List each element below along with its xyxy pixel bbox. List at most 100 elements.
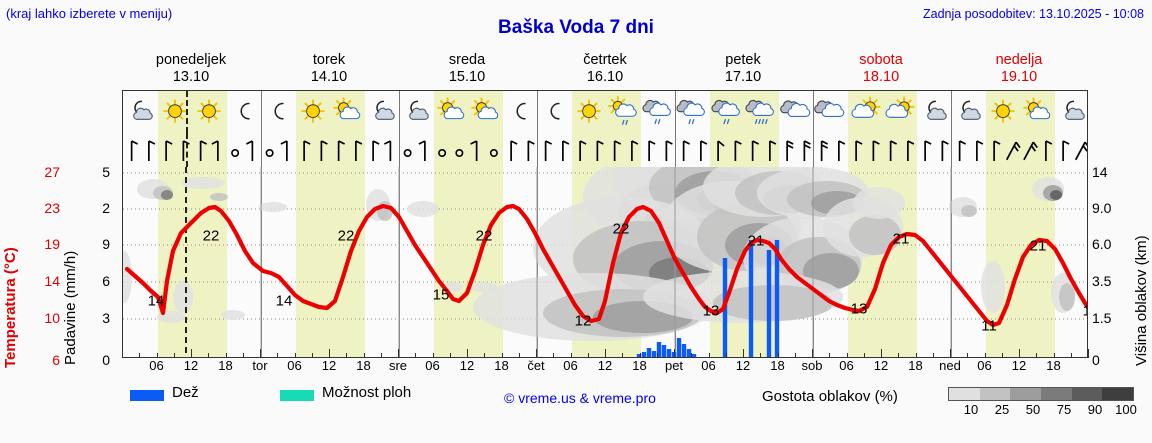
day-name: sobota: [859, 52, 903, 68]
x-label-24: 06: [977, 358, 992, 373]
cloud-shade-2: [1010, 388, 1042, 400]
precip-bar-13: [748, 240, 754, 357]
x-tick-27: [587, 353, 589, 358]
x-tick-34: [708, 353, 710, 358]
weather-icon-row: [123, 91, 1087, 133]
weather-icon-cloud-20: [813, 93, 847, 131]
day-header-6: nedelja 19.10: [950, 52, 1088, 88]
cloud-density-scale: [948, 387, 1134, 401]
daylight-band-6: [985, 133, 1055, 167]
wind-barb-row: [123, 133, 1087, 167]
day-separator-5: [813, 133, 814, 167]
weather-icon-sun-cloud-6: [330, 93, 364, 131]
weather-icon-moon-cloud-0: [123, 93, 157, 131]
weather-icon-cloud-rain-17: [710, 93, 744, 131]
x-tick-3: [173, 353, 175, 358]
weather-icon-moon-cloud-8: [399, 93, 433, 131]
temp-tick-1: 23: [44, 200, 60, 216]
day-name: torek: [312, 52, 346, 68]
daylight-band-2: [433, 167, 503, 357]
precip-bar-3: [651, 351, 657, 357]
precip-bar-0: [636, 354, 642, 357]
temp-tick-0: 27: [44, 164, 60, 180]
daylight-band-5: [847, 133, 917, 167]
precip-bar-6: [666, 349, 672, 357]
cloud-height-axis-ticks: 14 9.0 6.0 3.5 1.5 0: [1092, 0, 1130, 443]
weather-icon-cloud-sun-21: [848, 93, 882, 131]
weather-icon-cloud-sun-22: [882, 93, 916, 131]
weather-icon-moon-12: [537, 93, 571, 131]
precip-bar-9: [681, 344, 687, 357]
temp-extreme-label-1: 22: [202, 227, 220, 245]
forecast-plot[interactable]: 14 22 14 22 15 22 12 22 13 21 13 21 11 21 14: [122, 90, 1088, 358]
x-tick-26: [570, 353, 572, 358]
x-tick-56: [1088, 349, 1089, 358]
current-time-marker-0: [186, 91, 188, 133]
temp-extreme-label-2: 14: [275, 292, 293, 310]
day-separator-5: [813, 91, 814, 133]
x-tick-2: [156, 353, 158, 358]
day-separator-4: [675, 91, 676, 133]
day-header-1: torek 14.10: [260, 52, 398, 88]
location-menu-note[interactable]: (kraj lahko izberete v meniju): [6, 6, 173, 21]
day-name: petek: [725, 52, 761, 68]
day-header-3: četrtek 16.10: [536, 52, 674, 88]
x-tick-29: [622, 353, 624, 358]
precipitation-axis-ticks: 5 2 9 6 3 0: [84, 0, 110, 443]
temp-extreme-label-3: 22: [337, 227, 355, 245]
x-label-3: tor: [252, 358, 268, 373]
weather-icon-sun-cloud-26: [1020, 93, 1054, 131]
x-label-13: 12: [597, 358, 613, 373]
weather-icon-moon-cloud-7: [365, 93, 399, 131]
weather-icon-sun-2: [192, 93, 226, 131]
day-name: ponedeljek: [155, 52, 227, 68]
weather-icon-moon-cloud-27: [1055, 93, 1087, 131]
cloud-scale-tick-1: 25: [994, 402, 1010, 417]
x-axis-labels: 06 12 18 tor 06 12 18 sre 06 12 18 čet 06 12 18 pet 06 12…: [122, 358, 1088, 376]
copyright-link[interactable]: © vreme.us & vreme.pro: [504, 390, 656, 406]
weather-icon-moon-11: [503, 93, 537, 131]
precip-bar-10: [686, 349, 692, 357]
weather-icon-sun-1: [158, 93, 192, 131]
x-tick-38: [777, 353, 779, 358]
x-label-22: 18: [908, 358, 923, 373]
x-tick-37: [760, 353, 762, 358]
precip-bar-2: [646, 348, 652, 357]
temp-tick-5: 6: [52, 352, 60, 368]
precip-bar-15: [774, 240, 780, 357]
x-tick-28: [605, 349, 606, 358]
precip-bar-4: [656, 342, 662, 357]
x-tick-15: [380, 353, 382, 358]
x-label-0: 06: [149, 358, 164, 373]
x-tick-41: [829, 353, 831, 358]
x-label-1: 12: [183, 358, 199, 373]
cloud-tick-0: 14: [1092, 164, 1108, 180]
precip-bar-1: [641, 352, 647, 357]
x-tick-20: [467, 349, 468, 358]
chart-plot-area: 14 22 14 22 15 22 12 22 13 21 13 21 11 21 14: [123, 167, 1087, 357]
x-tick-1: [139, 353, 141, 358]
daylight-band-0: [157, 133, 227, 167]
x-label-7: sre: [388, 358, 408, 373]
temp-extreme-label-11: 21: [892, 230, 910, 248]
precip-tick-1: 2: [102, 200, 110, 216]
x-tick-50: [984, 353, 986, 358]
cloud-tick-3: 3.5: [1092, 273, 1112, 289]
temperature-axis-ticks: 27 23 19 14 10 6: [26, 0, 60, 443]
x-tick-45: [898, 353, 900, 358]
daylight-band-1: [295, 133, 365, 167]
precip-bar-11: [691, 354, 697, 357]
x-tick-46: [915, 353, 917, 358]
cloud-shade-4: [1071, 388, 1103, 400]
x-tick-33: [691, 353, 693, 358]
daylight-band-1: [295, 167, 365, 357]
x-tick-17: [415, 353, 417, 358]
day-header-2: sreda 15.10: [398, 52, 536, 88]
weather-icon-sun-cloud-10: [468, 93, 502, 131]
cloud-tick-4: 1.5: [1092, 310, 1112, 326]
x-tick-24: [536, 349, 537, 358]
day-header-row: ponedeljek 13.10 torek 14.10 sreda 15.10 četrt…: [122, 52, 1088, 88]
current-time-marker-1: [186, 133, 188, 167]
cloud-tick-1: 9.0: [1092, 200, 1112, 216]
cloud-tick-2: 6.0: [1092, 236, 1112, 252]
